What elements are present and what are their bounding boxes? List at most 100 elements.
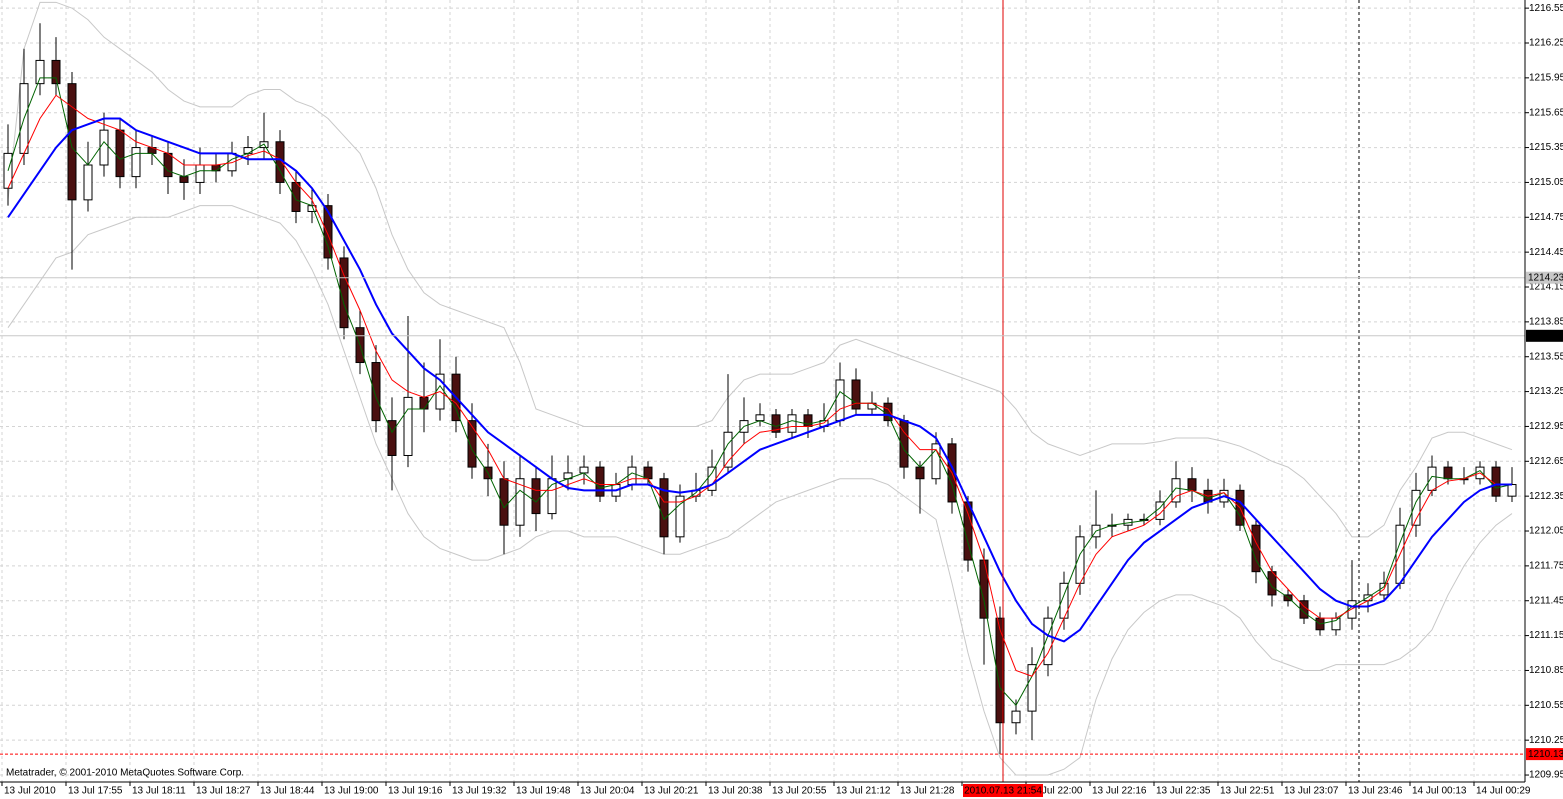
candle-body <box>339 257 349 329</box>
candle-body <box>1491 466 1501 497</box>
candle-body <box>467 420 477 468</box>
price-level-label: 1210.13 <box>1528 749 1563 760</box>
x-tick-label: 13 Jul 22:00 <box>1028 786 1083 797</box>
price-level-label: 1214.23 <box>1528 272 1563 283</box>
candle-body <box>515 478 525 526</box>
price-level-box <box>1526 329 1563 342</box>
candle-body <box>883 402 893 422</box>
x-tick-label: 13 Jul 18:44 <box>260 786 315 797</box>
indicator-line <box>7 94 1512 677</box>
candle-body <box>915 466 925 480</box>
y-tick-label: 1215.05 <box>1529 177 1563 188</box>
y-tick-label: 1216.55 <box>1529 3 1563 14</box>
candle-body <box>643 466 653 480</box>
price-level-label: 1213.73 <box>1528 330 1563 341</box>
candle-body <box>803 414 813 427</box>
y-tick-label: 1212.65 <box>1529 456 1563 467</box>
x-tick-label: 13 Jul 21:12 <box>836 786 891 797</box>
x-tick-label: 13 Jul 23:46 <box>1348 786 1403 797</box>
x-tick-label: 13 Jul 22:35 <box>1156 786 1211 797</box>
x-tick-label: 13 Jul 18:27 <box>196 786 251 797</box>
candle-body <box>115 129 125 178</box>
y-tick-label: 1213.85 <box>1529 317 1563 328</box>
candle-body <box>323 205 333 259</box>
crosshair-label: 2010.07.13 21:54 <box>964 786 1042 797</box>
indicator-line <box>7 205 1513 776</box>
candle-body <box>67 83 77 201</box>
candle-body <box>579 466 589 474</box>
candle-body <box>163 152 173 178</box>
y-tick-label: 1214.75 <box>1529 212 1563 223</box>
candle-body <box>1443 466 1453 480</box>
y-tick-label: 1210.55 <box>1529 700 1563 711</box>
candle-body <box>35 59 45 85</box>
candle-body <box>675 495 685 538</box>
candle-body <box>227 152 237 172</box>
candle-body <box>1411 489 1421 526</box>
candle-body <box>931 443 941 480</box>
x-tick-label: 13 Jul 19:48 <box>516 786 571 797</box>
candle-body <box>1507 484 1517 497</box>
x-tick-label: 14 Jul 00:29 <box>1476 786 1531 797</box>
y-tick-label: 1212.35 <box>1529 491 1563 502</box>
candle-body <box>723 431 733 468</box>
candle-body <box>835 379 845 422</box>
y-tick-label: 1212.05 <box>1529 526 1563 537</box>
candle-body <box>595 466 605 497</box>
candle-body <box>83 164 93 201</box>
candle-body <box>1427 466 1437 491</box>
copyright: Metatrader, © 2001-2010 MetaQuotes Softw… <box>6 768 244 779</box>
x-tick-label: 13 Jul 19:32 <box>452 786 507 797</box>
y-tick-label: 1214.15 <box>1529 282 1563 293</box>
candle-body <box>1171 478 1181 503</box>
x-tick-label: 13 Jul 21:28 <box>900 786 955 797</box>
y-tick-label: 1214.45 <box>1529 247 1563 258</box>
candle-body <box>419 396 429 410</box>
x-tick-label: 13 Jul 18:11 <box>132 786 186 797</box>
x-tick-label: 13 Jul 22:16 <box>1092 786 1147 797</box>
candle-body <box>995 617 1005 724</box>
y-tick-label: 1215.95 <box>1529 72 1563 83</box>
candle-body <box>851 379 861 410</box>
candle-body <box>291 181 301 212</box>
price-level-box <box>1526 271 1563 284</box>
candle-body <box>627 466 637 486</box>
x-tick-label: 13 Jul 20:21 <box>644 786 699 797</box>
candle-body <box>211 164 221 172</box>
candle-body <box>659 478 669 538</box>
y-tick-label: 1213.55 <box>1529 351 1563 362</box>
candle-body <box>1011 710 1021 724</box>
indicator-line <box>7 77 1513 707</box>
x-tick-label: 13 Jul 22:51 <box>1220 786 1275 797</box>
candle-body <box>787 414 797 433</box>
price-level-box <box>1526 748 1563 761</box>
x-tick-label: 14 Jul 00:13 <box>1412 786 1467 797</box>
y-tick-label: 1215.65 <box>1529 107 1563 118</box>
candle-body <box>755 414 765 422</box>
x-tick-label: 13 Jul 2010 <box>4 786 56 797</box>
indicator-line <box>7 117 1512 643</box>
candle-body <box>179 176 189 183</box>
candle-body <box>99 129 109 166</box>
candle-body <box>403 396 413 456</box>
indicator-line <box>7 1 1513 538</box>
candle-body <box>131 147 141 178</box>
candle-body <box>1027 664 1037 712</box>
y-tick-label: 1213.25 <box>1529 386 1563 397</box>
x-tick-label: 13 Jul 20:55 <box>772 786 827 797</box>
candle-body <box>387 420 397 456</box>
y-tick-label: 1216.25 <box>1529 38 1563 49</box>
candle-body <box>1187 478 1197 491</box>
x-tick-label: 13 Jul 20:04 <box>580 786 635 797</box>
y-tick-label: 1215.35 <box>1529 142 1563 153</box>
y-tick-label: 1209.95 <box>1529 770 1563 781</box>
x-tick-label: 13 Jul 20:38 <box>708 786 763 797</box>
candle-body <box>1043 617 1053 666</box>
y-tick-label: 1210.25 <box>1529 735 1563 746</box>
y-tick-label: 1212.95 <box>1529 421 1563 432</box>
x-tick-label: 13 Jul 19:16 <box>388 786 443 797</box>
candle-body <box>371 362 381 422</box>
